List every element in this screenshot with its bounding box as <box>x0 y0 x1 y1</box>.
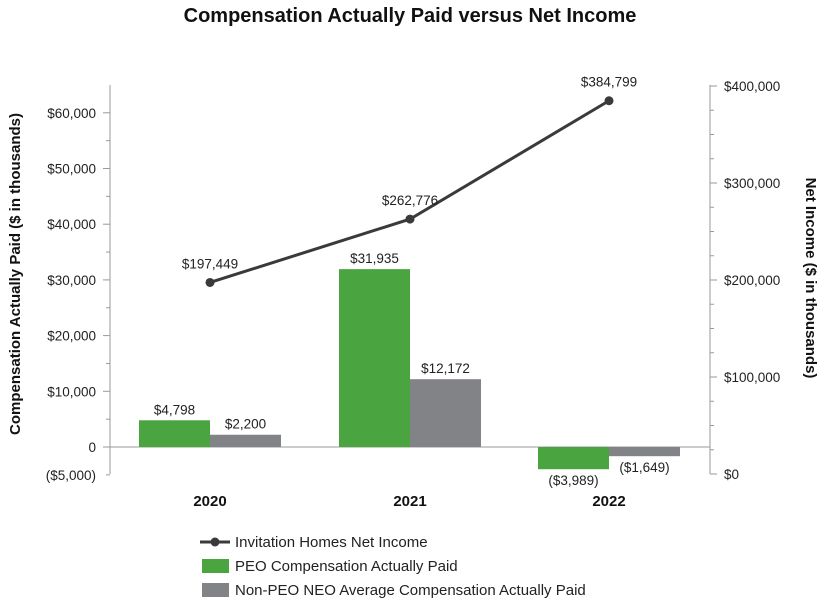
peo-bar-2021 <box>339 269 410 447</box>
non-peo-bar-label-2021: $12,172 <box>421 361 470 376</box>
net-income-point-2022 <box>604 96 614 106</box>
legend-swatch-non-peo <box>202 583 229 597</box>
x-tick-label-2022: 2022 <box>592 493 625 510</box>
legend: Invitation Homes Net Income PEO Compensat… <box>200 534 586 599</box>
peo-bar-2022 <box>538 447 609 470</box>
y2-axis-label: Net Income ($ in thousands) <box>802 178 819 379</box>
x-tick-label-2021: 2021 <box>393 493 426 510</box>
x-tick-label-2020: 2020 <box>193 493 226 510</box>
y-tick-label: $20,000 <box>47 329 96 344</box>
legend-marker-net-income <box>210 537 220 547</box>
non-peo-bar-2022 <box>609 447 680 457</box>
y-tick-label: $10,000 <box>47 384 96 399</box>
non-peo-bar-label-2022: ($1,649) <box>619 460 669 475</box>
y-tick-label: $40,000 <box>47 217 96 232</box>
y-axis-label: Compensation Actually Paid ($ in thousan… <box>7 113 24 435</box>
y2-tick-label: $0 <box>724 467 739 482</box>
axes: ($5,000) 0 $10,000 $20,000 $30,000 $40,000 $50… <box>46 79 781 483</box>
net-income-line <box>209 99 610 284</box>
legend-label: Invitation Homes Net Income <box>235 534 428 551</box>
legend-swatch-peo <box>202 559 229 573</box>
peo-bar-label-2021: $31,935 <box>350 251 399 266</box>
non-peo-bar-2020 <box>210 434 281 447</box>
non-peo-bar-2021 <box>410 379 481 447</box>
y2-tick-label: $400,000 <box>724 79 780 94</box>
y-tick-label: $60,000 <box>47 106 96 121</box>
net-income-label-2020: $197,449 <box>182 256 238 271</box>
net-income-point-2020 <box>205 277 215 287</box>
net-income-point-2021 <box>405 214 415 224</box>
chart-title: Compensation Actually Paid versus Net In… <box>184 5 637 27</box>
net-income-line-group: $197,449 $262,776 $384,799 <box>182 75 637 287</box>
net-income-label-2022: $384,799 <box>581 75 637 90</box>
y2-tick-label: $300,000 <box>724 176 780 191</box>
y-tick-label: $50,000 <box>47 162 96 177</box>
y2-tick-label: $100,000 <box>724 370 780 385</box>
peo-bar-2020 <box>139 420 210 447</box>
non-peo-bar-label-2020: $2,200 <box>225 417 266 432</box>
peo-bar-label-2020: $4,798 <box>154 402 195 417</box>
y-tick-label: $30,000 <box>47 273 96 288</box>
y-tick-label: ($5,000) <box>46 468 96 483</box>
y2-tick-label: $200,000 <box>724 273 780 288</box>
y-tick-label: 0 <box>88 440 96 455</box>
x-tick-labels: 2020 2021 2022 <box>193 493 625 510</box>
legend-label: Non-PEO NEO Average Compensation Actuall… <box>235 582 586 599</box>
peo-bar-label-2022: ($3,989) <box>548 473 598 488</box>
bars: $4,798 $31,935 ($3,989) $2,200 $12,172 ($1,64… <box>139 251 680 488</box>
legend-label: PEO Compensation Actually Paid <box>235 558 458 575</box>
net-income-label-2021: $262,776 <box>382 193 438 208</box>
